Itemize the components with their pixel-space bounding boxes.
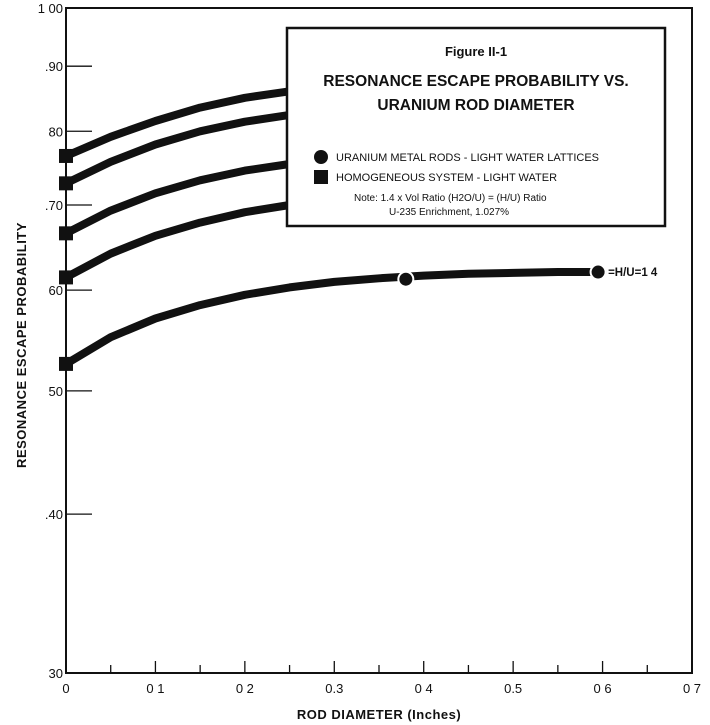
legend-note-line2: U-235 Enrichment, 1.027% bbox=[389, 207, 509, 218]
legend-metal-label: URANIUM METAL RODS - LIGHT WATER LATTICE… bbox=[336, 152, 599, 164]
x-tick-label: 0.3 bbox=[325, 681, 343, 696]
x-tick-label: 0 bbox=[62, 681, 69, 696]
x-tick-label: 0 4 bbox=[415, 681, 433, 696]
y-tick-label: 30 bbox=[49, 666, 63, 681]
homogeneous-marker bbox=[59, 226, 73, 241]
x-tick-label: 0 6 bbox=[594, 681, 612, 696]
legend-square-marker bbox=[314, 170, 328, 184]
metal-rod-marker bbox=[397, 270, 415, 288]
legend-panel: Figure II-1 RESONANCE ESCAPE PROBABILITY… bbox=[285, 26, 667, 228]
x-axis-title: ROD DIAMETER (Inches) bbox=[297, 707, 461, 722]
metal-rod-marker bbox=[589, 263, 607, 281]
y-tick-label: 60 bbox=[49, 283, 63, 298]
homogeneous-marker bbox=[59, 270, 73, 285]
homogeneous-marker bbox=[59, 176, 73, 191]
x-tick-label: 0 7 bbox=[683, 681, 701, 696]
y-axis-title: RESONANCE ESCAPE PROBABILITY bbox=[14, 222, 29, 468]
y-tick-label: .40 bbox=[45, 507, 63, 522]
legend-homog-label: HOMOGENEOUS SYSTEM - LIGHT WATER bbox=[336, 172, 557, 184]
y-tick-label: 1 00 bbox=[38, 1, 63, 16]
legend-circle-marker bbox=[314, 150, 328, 164]
series-curve bbox=[62, 268, 607, 368]
y-tick-label: .90 bbox=[45, 59, 63, 74]
x-tick-label: 0 2 bbox=[236, 681, 254, 696]
homogeneous-marker bbox=[59, 356, 73, 371]
legend-box bbox=[285, 26, 667, 228]
y-tick-label: 50 bbox=[49, 384, 63, 399]
figure-label: Figure II-1 bbox=[445, 44, 507, 59]
axis-ticks: 0 0 1 0 2 0.3 0 4 0.5 0 6 0 7 30 .40 50 60 .70 80 .90 1… bbox=[38, 1, 701, 696]
series-label: =H/U=1 4 bbox=[608, 267, 658, 279]
chart-title-line2: URANIUM ROD DIAMETER bbox=[377, 97, 574, 114]
chart-title-line1: RESONANCE ESCAPE PROBABILITY VS. bbox=[323, 73, 628, 90]
y-tick-label: 80 bbox=[49, 124, 63, 139]
y-tick-label: .70 bbox=[45, 198, 63, 213]
homogeneous-marker bbox=[59, 148, 73, 163]
legend-note-line1: Note: 1.4 x Vol Ratio (H2O/U) = (H/U) Ra… bbox=[354, 193, 547, 204]
x-tick-label: 0.5 bbox=[504, 681, 522, 696]
x-tick-label: 0 1 bbox=[146, 681, 164, 696]
